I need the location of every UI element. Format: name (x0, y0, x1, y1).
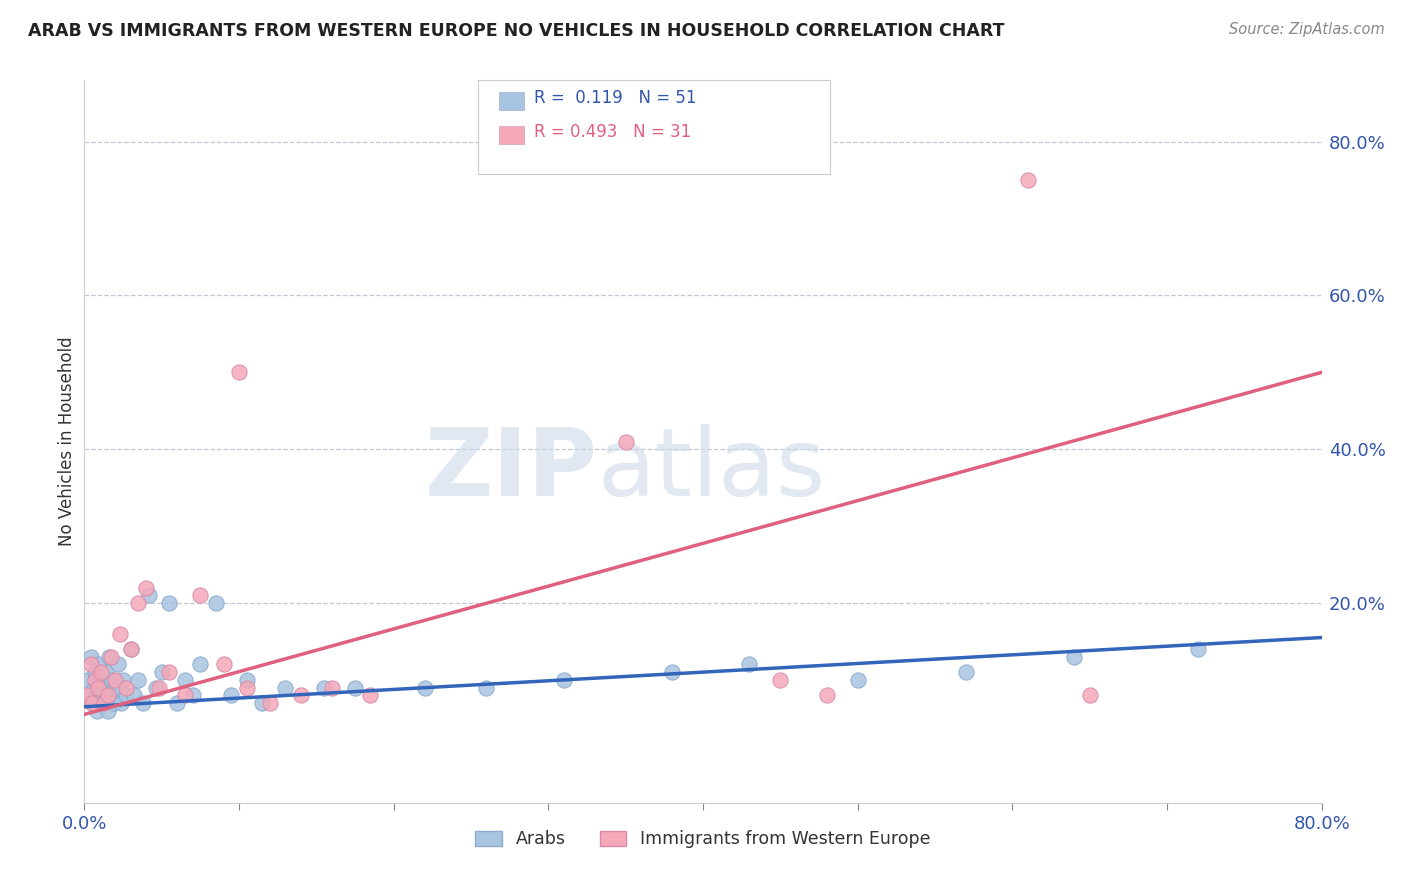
Point (235, 673, 259, 687)
Text: ARAB VS IMMIGRANTS FROM WESTERN EUROPE NO VEHICLES IN HOUSEHOLD CORRELATION CHAR: ARAB VS IMMIGRANTS FROM WESTERN EUROPE N… (28, 22, 1005, 40)
Point (846, 673, 869, 687)
Point (84, 665, 107, 680)
Point (90, 665, 112, 680)
Point (108, 626, 131, 640)
Point (77, 688, 100, 702)
Point (228, 365, 250, 379)
Point (83, 681, 105, 695)
Point (212, 657, 235, 672)
Point (1078, 688, 1101, 702)
Point (79, 657, 101, 672)
Point (174, 673, 197, 687)
Point (661, 665, 683, 680)
Point (205, 596, 228, 610)
Point (1187, 642, 1209, 657)
Point (475, 681, 498, 695)
Point (132, 696, 155, 710)
Point (148, 681, 170, 695)
Point (145, 681, 167, 695)
Y-axis label: No Vehicles in Household: No Vehicles in Household (58, 336, 76, 547)
Point (815, 688, 838, 702)
Point (84, 673, 107, 687)
Point (235, 681, 259, 695)
Point (159, 596, 180, 610)
Text: ZIP: ZIP (425, 425, 598, 516)
Point (90, 673, 112, 687)
Point (82, 696, 104, 710)
Point (219, 688, 242, 702)
Text: R = 0.493   N = 31: R = 0.493 N = 31 (534, 123, 692, 141)
Point (76, 688, 98, 702)
Point (115, 688, 138, 702)
Point (100, 688, 122, 702)
Point (127, 673, 149, 687)
Text: atlas: atlas (598, 425, 827, 516)
Point (86, 704, 108, 718)
Point (312, 681, 335, 695)
Point (112, 673, 135, 687)
Point (104, 681, 127, 695)
Point (96, 704, 118, 718)
Point (166, 696, 188, 710)
Point (769, 673, 792, 687)
Point (87, 657, 110, 672)
Legend: Arabs, Immigrants from Western Europe: Arabs, Immigrants from Western Europe (475, 830, 931, 848)
Point (115, 681, 138, 695)
Point (290, 688, 312, 702)
Point (188, 588, 211, 602)
Point (321, 681, 343, 695)
Point (614, 434, 637, 449)
Point (120, 642, 142, 657)
Point (101, 673, 124, 687)
Point (150, 665, 173, 680)
Point (188, 657, 211, 672)
Point (87, 681, 110, 695)
Point (96, 688, 118, 702)
Point (1017, 173, 1039, 187)
Point (89, 688, 111, 702)
Point (174, 688, 197, 702)
Text: R =  0.119   N = 51: R = 0.119 N = 51 (534, 89, 697, 107)
Point (553, 673, 575, 687)
Point (94, 665, 117, 680)
Point (79, 649, 101, 664)
Point (738, 657, 761, 672)
Text: Source: ZipAtlas.com: Source: ZipAtlas.com (1229, 22, 1385, 37)
Point (93, 696, 115, 710)
Point (76, 673, 98, 687)
Point (120, 642, 142, 657)
Point (159, 665, 180, 680)
Point (82, 696, 104, 710)
Point (98, 649, 121, 664)
Point (103, 696, 125, 710)
Point (343, 681, 366, 695)
Point (360, 688, 382, 702)
Point (955, 665, 977, 680)
Point (1063, 649, 1085, 664)
Point (413, 681, 436, 695)
Point (274, 681, 297, 695)
Point (93, 681, 115, 695)
Point (127, 596, 149, 610)
Point (259, 696, 281, 710)
Point (138, 588, 160, 602)
Point (181, 688, 204, 702)
Point (110, 696, 132, 710)
Point (91, 696, 114, 710)
Point (135, 581, 157, 595)
Point (250, 696, 273, 710)
Point (104, 673, 127, 687)
Point (107, 657, 129, 672)
Point (100, 649, 122, 664)
Point (122, 688, 145, 702)
